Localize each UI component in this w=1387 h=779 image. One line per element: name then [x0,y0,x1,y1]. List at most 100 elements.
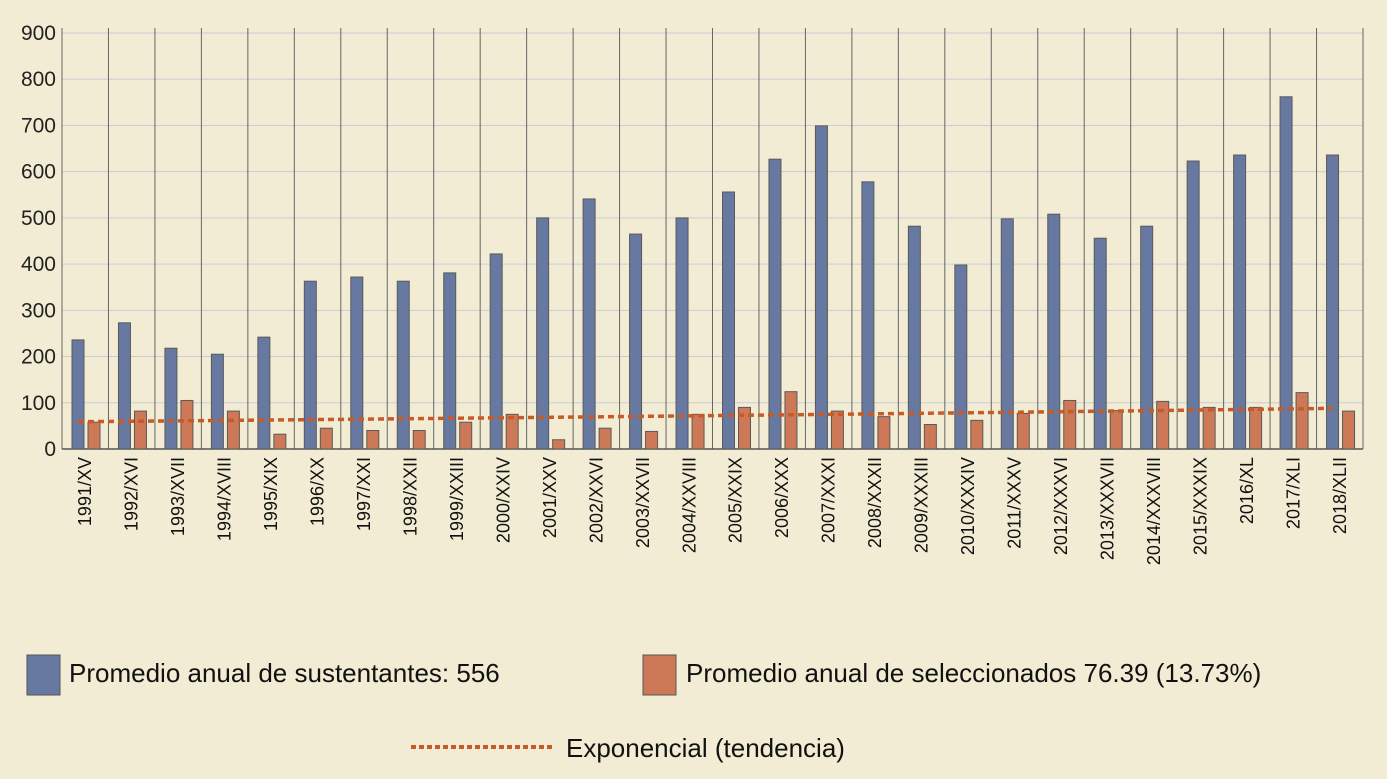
y-axis: 0 100 200 300 400 500 600 700 800 900 [21,22,56,461]
bar-sustentantes [350,276,364,450]
y-tick-label: 0 [44,438,56,461]
y-tick-label: 900 [21,22,56,45]
bar-seleccionados [1295,392,1309,450]
x-tick-label: 2010/XXXIV [958,457,978,555]
x-tick-label: 1995/XIX [261,457,281,531]
y-tick-label: 700 [21,114,56,137]
bar-seleccionados [1156,400,1170,450]
bar-sustentantes [1233,154,1247,450]
bar-seleccionados [1202,406,1216,450]
bar-sustentantes [1326,154,1340,450]
x-tick-label: 2014/XXXVIII [1144,457,1164,565]
bar-seleccionados [970,419,984,450]
x-tick-label: 1996/XX [308,457,328,526]
bar-seleccionados [1249,406,1263,450]
legend-label-sustentantes: Promedio anual de sustentantes: 556 [69,658,500,688]
bar-sustentantes [396,280,410,450]
bar-seleccionados [180,399,194,450]
bar-sustentantes [1047,213,1061,450]
bar-seleccionados [784,391,798,450]
x-tick-label: 1991/XV [75,457,95,526]
y-tick-label: 200 [21,346,56,369]
bar-sustentantes [1093,237,1107,450]
bar-seleccionados [226,410,240,450]
x-tick-label: 2011/XXXV [1005,457,1025,549]
x-tick-label: 2000/XXIV [493,457,513,543]
x-tick-label: 2004/XXVIII [679,457,699,553]
x-tick-label: 1993/XVII [168,457,188,536]
legend-swatch-seleccionados [642,654,677,696]
bar-seleccionados [505,413,519,450]
bar-sustentantes [536,217,550,450]
trendline [77,406,1333,424]
bar-seleccionados [319,427,333,450]
bar-seleccionados [1342,410,1356,450]
bar-seleccionados [87,421,101,450]
x-tick-label: 2006/XXX [772,457,792,538]
legend-swatch-sustentantes [26,654,61,696]
bar-seleccionados [133,410,147,450]
x-axis: 1991/XV 1992/XVI 1993/XVII 1994/XVIII 1995/X… [75,457,1350,565]
x-tick-label: 2017/XLI [1283,457,1303,529]
bar-sustentantes [722,191,735,450]
x-tick-label: 2012/XXXVI [1051,457,1071,555]
y-tick-label: 300 [21,299,56,322]
bar-seleccionados [738,406,751,450]
bar-sustentantes [1186,160,1200,450]
x-tick-label: 2018/XLII [1330,457,1350,534]
bar-sustentantes [303,280,317,450]
bar-seleccionados [923,424,937,450]
y-tick-label: 400 [21,253,56,276]
x-tick-label: 2007/XXXI [819,457,839,543]
bar-seleccionados [1063,399,1077,450]
trendline-path [77,406,1333,424]
x-tick-label: 2003/XXVII [633,457,653,548]
bar-sustentantes [814,125,828,450]
bar-sustentantes [164,347,178,450]
bar-sustentantes [675,217,689,450]
bar-sustentantes [629,233,643,450]
bar-sustentantes [1000,218,1014,450]
bars [71,96,1356,450]
bar-seleccionados [273,433,287,450]
bar-seleccionados [412,430,426,450]
bar-seleccionados [1016,412,1030,450]
bar-seleccionados [1109,410,1123,450]
bar-sustentantes [117,322,131,450]
bar-seleccionados [459,421,473,450]
x-tick-label: 2008/XXXII [865,457,885,548]
x-tick-label: 2001/XXV [540,457,560,538]
bar-sustentantes [768,158,782,450]
x-tick-label: 2016/XL [1237,457,1257,524]
bar-seleccionados [830,410,844,450]
bar-sustentantes [210,353,224,450]
x-tick-label: 1997/XXI [354,457,374,531]
bar-seleccionados [645,430,659,450]
y-tick-label: 800 [21,68,56,91]
x-tick-label: 1994/XVIII [215,457,235,541]
x-tick-label: 2009/XXXIII [912,457,932,553]
bar-sustentantes [1279,96,1293,450]
x-tick-label: 2013/XXXVII [1097,457,1117,560]
bar-seleccionados [598,427,612,450]
bar-sustentantes [582,198,596,450]
bar-sustentantes [489,253,503,450]
bar-seleccionados [366,430,380,450]
y-tick-label: 600 [21,161,56,184]
bar-sustentantes [257,336,271,450]
bar-sustentantes [861,181,875,450]
bar-sustentantes [1140,225,1154,450]
bar-seleccionados [691,413,705,450]
x-tick-label: 2015/XXXIX [1190,457,1210,555]
legend-label-seleccionados: Promedio anual de seleccionados 76.39 (1… [686,658,1261,688]
x-tick-label: 1999/XXIII [447,457,467,541]
x-tick-label: 1992/XVI [122,457,142,531]
y-tick-label: 500 [21,207,56,230]
bar-seleccionados [552,439,566,450]
bar-sustentantes [443,272,457,450]
legend: Promedio anual de sustentantes: 556 Prom… [26,654,1261,763]
x-tick-label: 1998/XXII [400,457,420,536]
bar-sustentantes [954,264,968,450]
bar-sustentantes [907,225,921,450]
